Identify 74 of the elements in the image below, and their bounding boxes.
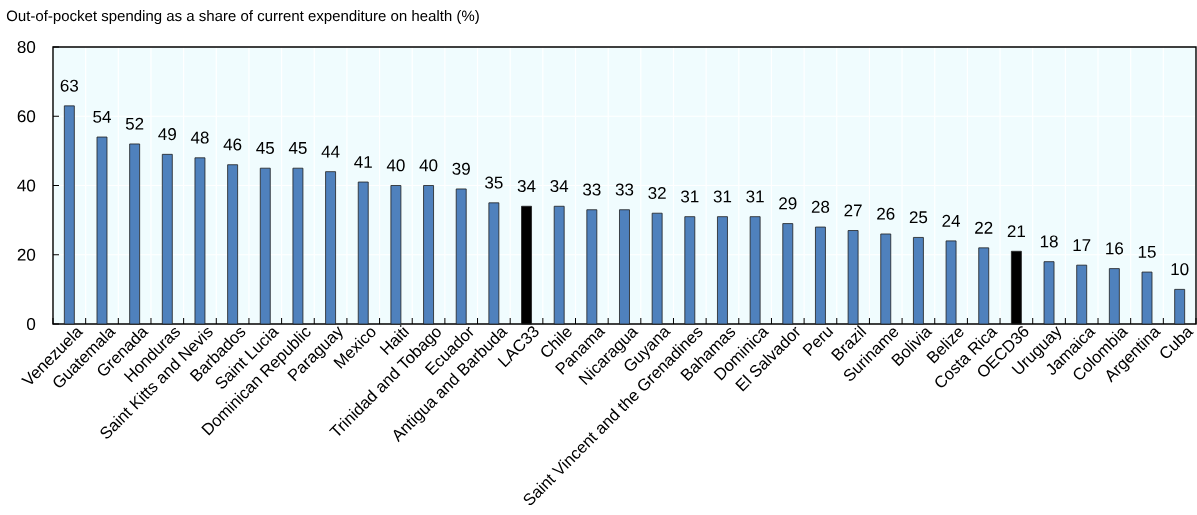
data-label: 26 <box>877 207 895 220</box>
bar <box>913 237 924 325</box>
data-label: 44 <box>321 145 340 158</box>
bar <box>782 223 794 325</box>
data-label: 45 <box>256 142 274 154</box>
bar <box>63 105 75 325</box>
bar <box>390 185 402 325</box>
data-label: 18 <box>1040 235 1058 248</box>
data-label: 40 <box>419 159 438 172</box>
bar <box>129 143 141 325</box>
data-label: 32 <box>648 186 666 200</box>
data-label: 17 <box>1073 239 1091 251</box>
data-label: 35 <box>485 176 503 189</box>
data-label: 33 <box>615 183 634 196</box>
bar <box>1043 261 1055 325</box>
data-label: 41 <box>354 156 372 168</box>
bar <box>488 202 500 325</box>
bar <box>325 171 336 325</box>
bar <box>259 167 271 325</box>
bar <box>194 157 206 325</box>
bar <box>945 240 957 325</box>
data-label: 21 <box>1007 225 1025 238</box>
bar <box>880 233 892 325</box>
bar <box>749 216 761 325</box>
data-label: 49 <box>158 128 176 141</box>
bar <box>619 209 630 325</box>
data-label: 16 <box>1106 242 1124 255</box>
bar <box>423 185 434 325</box>
bar <box>292 167 304 325</box>
bar <box>1108 268 1120 325</box>
data-label: 15 <box>1138 246 1156 258</box>
bar <box>651 212 663 325</box>
bar <box>553 205 565 325</box>
data-label: 28 <box>811 200 830 213</box>
data-label: 40 <box>386 159 405 172</box>
y-tick-label: 20 <box>17 248 36 261</box>
data-label: 39 <box>452 162 470 175</box>
bar <box>847 230 859 325</box>
bar <box>1141 271 1153 325</box>
y-tick-label: 80 <box>17 40 36 54</box>
bar <box>978 247 990 325</box>
chart-title: Out-of-pocket spending as a share of current expenditure on health (%) <box>6 10 479 25</box>
data-label: 24 <box>942 214 961 227</box>
bar <box>96 136 108 325</box>
bar <box>1174 288 1186 325</box>
data-label: 52 <box>125 117 144 130</box>
bar <box>684 216 696 325</box>
data-label: 34 <box>517 180 536 193</box>
data-label: 31 <box>681 190 699 203</box>
data-label: 54 <box>93 110 111 123</box>
data-label: 22 <box>975 221 993 234</box>
bar <box>717 216 728 325</box>
bar <box>161 153 173 325</box>
bar <box>815 226 826 325</box>
y-tick-label: 40 <box>17 179 36 192</box>
bar <box>357 181 369 325</box>
bar <box>455 188 467 325</box>
data-label: 25 <box>909 211 928 224</box>
data-label: 31 <box>746 190 764 203</box>
data-label: 48 <box>190 131 209 144</box>
data-label: 29 <box>779 197 797 210</box>
y-tick-label: 60 <box>17 110 36 123</box>
bar <box>227 164 239 325</box>
data-label: 33 <box>583 183 601 196</box>
bar <box>1076 264 1088 325</box>
data-label: 34 <box>550 180 569 193</box>
data-label: 46 <box>223 138 242 151</box>
data-label: 31 <box>713 190 732 203</box>
data-label: 45 <box>288 142 307 154</box>
data-label: 27 <box>844 204 862 217</box>
data-label: 10 <box>1171 263 1189 276</box>
bar <box>586 209 598 325</box>
data-label: 63 <box>60 79 79 92</box>
y-tick-label: 0 <box>27 317 36 331</box>
